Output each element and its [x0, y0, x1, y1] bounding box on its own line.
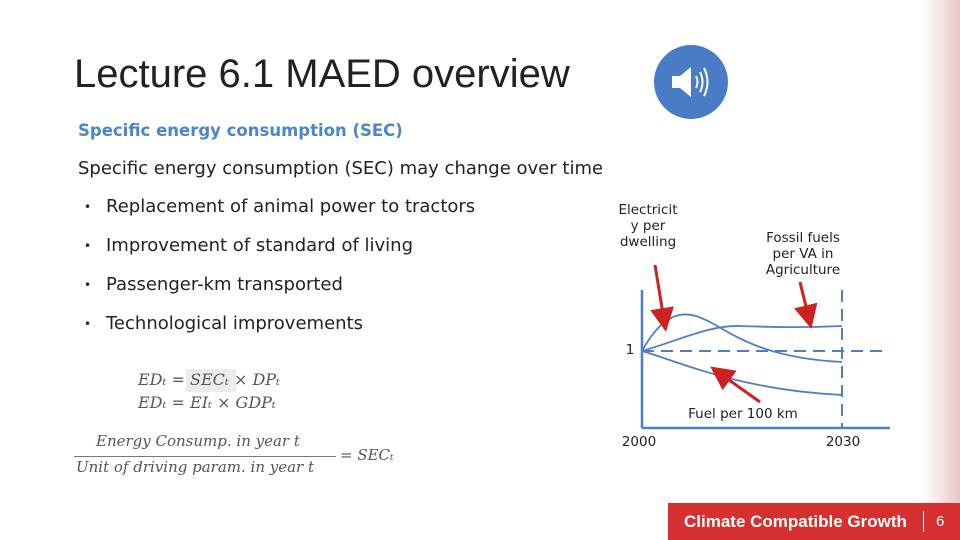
bullet-marker: • — [84, 239, 92, 253]
bullet-text: Replacement of animal power to tractors — [106, 196, 476, 217]
bullet-marker: • — [84, 317, 92, 331]
fossil-label: Fossil fuels per VA in Agriculture — [765, 230, 841, 278]
equation-highlight — [186, 369, 236, 392]
equation-line-1: EDₜ = SECₜ × DPₜ — [138, 370, 280, 389]
sec-trend-diagram: Electricit y per dwelling Fossil fuels p… — [600, 190, 900, 460]
slide-edge-decoration — [922, 0, 960, 540]
electricity-label: Electricit y per dwelling — [618, 202, 678, 250]
bullet-text: Passenger-km transported — [106, 274, 343, 295]
bullet-item: • Technological improvements — [84, 313, 475, 352]
slide-title: Lecture 6.1 MAED overview — [74, 52, 570, 96]
fraction-line — [74, 456, 336, 457]
start-year-label: 2000 — [621, 434, 657, 450]
bullet-item: • Replacement of animal power to tractors — [84, 196, 475, 235]
bullet-item: • Improvement of standard of living — [84, 235, 475, 274]
section-subheading: Specific energy consumption (SEC) — [78, 121, 403, 140]
bullet-item: • Passenger-km transported — [84, 274, 475, 313]
bullet-marker: • — [84, 200, 92, 214]
footer-brand: Climate Compatible Growth — [684, 512, 907, 531]
baseline-one-label: 1 — [625, 342, 635, 358]
fuel-label: Fuel per 100 km — [688, 406, 798, 422]
equation-rhs: = SECₜ — [340, 446, 394, 464]
bullet-text: Technological improvements — [106, 313, 363, 334]
page-number: 6 — [936, 513, 945, 530]
bullet-text: Improvement of standard of living — [106, 235, 414, 256]
fuel-arrow — [710, 366, 761, 404]
bullet-marker: • — [84, 278, 92, 292]
equation-numerator: Energy Consump. in year t — [96, 432, 300, 450]
intro-text: Specific energy consumption (SEC) may ch… — [78, 158, 604, 179]
equation-denominator: Unit of driving param. in year t — [76, 458, 315, 476]
bullet-list: • Replacement of animal power to tractors… — [84, 196, 475, 352]
equation-line-2: EDₜ = EIₜ × GDPₜ — [138, 393, 276, 412]
footer-bar: Climate Compatible Growth 6 — [668, 503, 960, 540]
electricity-curve — [641, 313, 843, 363]
end-year-label: 2030 — [825, 434, 861, 450]
electricity-arrow — [650, 264, 674, 332]
fossil-arrow — [794, 281, 818, 329]
footer-separator — [923, 511, 924, 532]
speaker-icon[interactable] — [654, 45, 728, 119]
